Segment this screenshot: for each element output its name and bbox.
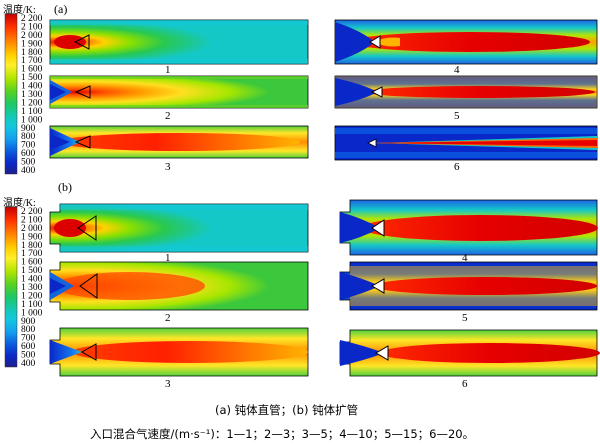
- colorbar-a-tick-4: 1 800: [21, 48, 43, 58]
- colorbar-a: [4, 13, 18, 175]
- caption-line-2: 入口混合气速度/(m·s⁻¹)：1—1；2—3；3—5；4—10；5—15；6—…: [90, 427, 475, 441]
- colorbar-a-tick-2: 2 000: [21, 31, 43, 41]
- colorbar-b-tick-18: 400: [21, 359, 36, 369]
- contour-b4: [339, 199, 598, 256]
- colorbar-b-tick-10: 1 200: [21, 291, 43, 301]
- case-label-a3: 3: [165, 161, 171, 173]
- colorbar-a-tick-9: 1 300: [21, 90, 43, 100]
- colorbar-a-tick-18: 400: [21, 166, 36, 176]
- colorbar-b-tick-8: 1 400: [21, 275, 43, 285]
- panel-a-label: (a): [54, 2, 68, 16]
- colorbar-a-tick-17: 500: [21, 158, 36, 168]
- contour-a1: [49, 19, 309, 65]
- colorbar-b-tick-6: 1 600: [21, 258, 43, 268]
- colorbar-a-tick-11: 1 100: [21, 107, 43, 117]
- case-label-b1: 1: [165, 252, 171, 264]
- case-label-b4: 4: [462, 252, 468, 264]
- contour-b2: [49, 261, 309, 311]
- colorbar-b-tick-4: 1 800: [21, 241, 43, 251]
- colorbar-b-tick-3: 1 900: [21, 232, 43, 242]
- colorbar-a-tick-13: 900: [21, 124, 36, 134]
- colorbar-b-tick-1: 2 100: [21, 215, 43, 225]
- colorbar-b-tick-16: 600: [21, 342, 36, 352]
- case-label-b5: 5: [462, 312, 468, 324]
- case-label-a2: 2: [165, 110, 171, 122]
- colorbar-a-title: 温度/K:: [3, 5, 36, 16]
- colorbar-b-tick-13: 900: [21, 317, 36, 327]
- bluff-body: [73, 34, 90, 50]
- colorbar-b-tick-9: 1 300: [21, 283, 43, 293]
- contour-a2: [49, 75, 309, 109]
- contour-b6: [339, 329, 600, 377]
- colorbar-b-tick-11: 1 100: [21, 300, 43, 310]
- case-label-b2: 2: [165, 312, 171, 324]
- colorbar-b-tick-2: 2 000: [21, 224, 43, 234]
- colorbar-a-tick-16: 600: [21, 149, 36, 159]
- colorbar-a-tick-15: 700: [21, 141, 36, 151]
- panel-b-label: (b): [58, 180, 72, 194]
- colorbar-a-tick-3: 1 900: [21, 39, 43, 49]
- case-label-a1: 1: [165, 64, 171, 76]
- colorbar-b-tick-7: 1 500: [21, 266, 43, 276]
- colorbar-b-tick-0: 2 200: [21, 207, 43, 217]
- colorbar-a-tick-1: 2 100: [21, 22, 43, 32]
- colorbar-a-tick-6: 1 600: [21, 65, 43, 75]
- colorbar-a-tick-0: 2 200: [21, 14, 43, 24]
- contour-a6: [334, 125, 598, 161]
- colorbar-b-tick-14: 800: [21, 325, 36, 335]
- case-label-a6: 6: [454, 161, 460, 173]
- colorbar-b-title: 温度/K:: [3, 198, 36, 209]
- colorbar-a-tick-8: 1 400: [21, 82, 43, 92]
- colorbar-a-tick-12: 1 000: [21, 115, 43, 125]
- contour-b5: [339, 261, 598, 311]
- colorbar-b-tick-17: 500: [21, 351, 36, 361]
- case-label-b3: 3: [165, 378, 171, 390]
- case-label-b6: 6: [462, 378, 468, 390]
- colorbar-a-tick-7: 1 500: [21, 73, 43, 83]
- case-label-a5: 5: [454, 110, 460, 122]
- colorbar-a-tick-5: 1 700: [21, 56, 43, 66]
- case-label-a4: 4: [454, 64, 460, 76]
- contour-a4: [334, 19, 598, 65]
- contour-b3: [49, 327, 309, 377]
- colorbar-b-tick-15: 700: [21, 334, 36, 344]
- colorbar-b-tick-12: 1 000: [21, 308, 43, 318]
- contour-b1: [49, 203, 309, 253]
- contour-a3: [49, 125, 309, 159]
- colorbar-a-tick-14: 800: [21, 132, 36, 142]
- contour-a5: [334, 75, 598, 109]
- caption-line-1: (a) 钝体直管；(b) 钝体扩管: [215, 403, 359, 417]
- colorbar-b-tick-5: 1 700: [21, 249, 43, 259]
- colorbar-a-tick-10: 1 200: [21, 98, 43, 108]
- colorbar-b: [4, 206, 18, 368]
